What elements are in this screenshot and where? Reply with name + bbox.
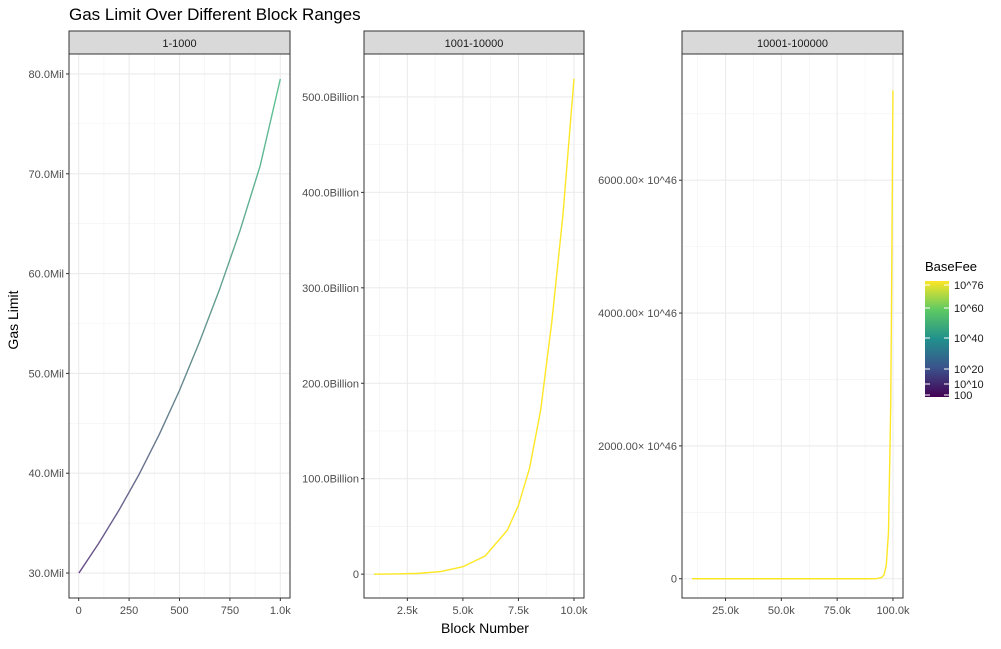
- facet-panel-2: 2.5k 5.0k 7.5k 10.0k 0 100.0Billion 200.0Billi…: [302, 30, 588, 617]
- y-tick-label: 0: [353, 569, 359, 581]
- y-tick-label: 300.0Billion: [302, 283, 359, 295]
- x-tick-label: 1.0k: [270, 605, 291, 617]
- facet-panels: 0 250 500 750 1.0k 30.0Mil 40.0Mil 50.0Mil 60.0M…: [29, 30, 910, 617]
- facet-strip: [363, 30, 585, 55]
- y-axis-title: Gas Limit: [5, 290, 21, 349]
- y-tick-label: 40.0Mil: [29, 468, 64, 480]
- facet-panel-1: 0 250 500 750 1.0k 30.0Mil 40.0Mil 50.0Mil 60.0M…: [29, 30, 291, 617]
- facet-strip: [68, 30, 291, 55]
- facet-panel-3: 25.0k 50.0k 75.0k 100.0k 0 2000.00× 10^46 4000…: [598, 30, 910, 617]
- x-tick-label: 5.0k: [452, 605, 473, 617]
- x-tick-label: 25.0k: [712, 605, 739, 617]
- legend-colorbar: [925, 281, 949, 397]
- legend-label: 10^60: [954, 303, 984, 315]
- y-tick-label: 100.0Billion: [302, 474, 359, 486]
- facet-strip-label: 1001-10000: [445, 38, 504, 50]
- x-tick-label: 10.0k: [561, 605, 588, 617]
- legend-label: 10^20: [954, 364, 984, 376]
- y-tick-label: 500.0Billion: [302, 92, 359, 104]
- series-line: [374, 78, 575, 575]
- y-tick-label: 50.0Mil: [29, 368, 64, 380]
- facet-strip: [681, 30, 904, 55]
- y-tick-label: 80.0Mil: [29, 69, 64, 81]
- series-line: [78, 78, 282, 574]
- legend-title: BaseFee: [925, 259, 977, 274]
- x-tick-label: 50.0k: [768, 605, 795, 617]
- x-tick-label: 250: [120, 605, 138, 617]
- y-tick-label: 0: [671, 574, 677, 586]
- x-tick-label: 7.5k: [508, 605, 529, 617]
- y-tick-label: 30.0Mil: [29, 568, 64, 580]
- y-tick-label: 4000.00× 10^46: [598, 308, 677, 320]
- chart-title: Gas Limit Over Different Block Ranges: [69, 5, 361, 24]
- series-line: [692, 90, 894, 580]
- x-tick-label: 750: [221, 605, 239, 617]
- y-tick-label: 2000.00× 10^46: [598, 441, 677, 453]
- y-tick-label: 6000.00× 10^46: [598, 175, 677, 187]
- x-tick-label: 0: [76, 605, 82, 617]
- legend-label: 10^40: [954, 333, 984, 345]
- y-tick-label: 200.0Billion: [302, 378, 359, 390]
- x-tick-label: 500: [170, 605, 188, 617]
- panel-background: [682, 54, 903, 598]
- x-tick-label: 75.0k: [824, 605, 851, 617]
- facet-strip-label: 1-1000: [162, 38, 196, 50]
- facet-strip-label: 10001-100000: [757, 38, 828, 50]
- legend-label: 10^10: [954, 379, 984, 391]
- y-tick-label: 70.0Mil: [29, 169, 64, 181]
- x-axis-title: Block Number: [441, 620, 529, 636]
- y-tick-label: 400.0Billion: [302, 187, 359, 199]
- y-tick-label: 60.0Mil: [29, 269, 64, 281]
- x-tick-label: 100.0k: [876, 605, 910, 617]
- legend-label: 100: [954, 390, 972, 402]
- x-tick-label: 2.5k: [397, 605, 418, 617]
- legend-label: 10^76: [954, 280, 984, 292]
